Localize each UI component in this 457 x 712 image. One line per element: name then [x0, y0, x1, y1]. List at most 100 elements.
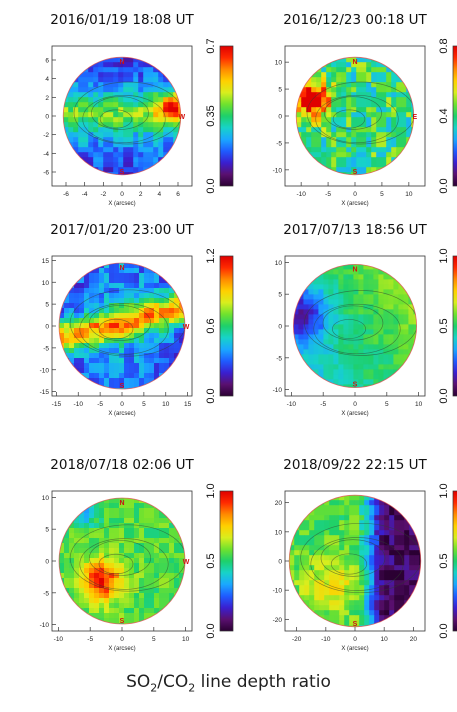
heatmap-cell — [98, 162, 104, 168]
heatmap-cell — [144, 533, 150, 539]
heatmap-cell — [319, 515, 325, 521]
heatmap-cell — [123, 92, 129, 98]
heatmap-cell — [143, 127, 149, 133]
heatmap-cell — [113, 62, 119, 68]
y-tick-label: 0 — [45, 559, 49, 566]
heatmap-cell — [326, 137, 332, 143]
heatmap-cell — [173, 107, 179, 113]
heatmap-cell — [159, 513, 165, 519]
heatmap-cell — [74, 608, 80, 614]
heatmap-cell — [93, 157, 99, 163]
heatmap-cell — [94, 368, 100, 374]
heatmap-cell — [158, 147, 164, 153]
cardinal-label-w: W — [178, 114, 185, 121]
heatmap-cell — [69, 603, 75, 609]
heatmap-cell — [356, 57, 362, 63]
y-tick-label: -10 — [273, 167, 283, 174]
heatmap-cell — [128, 162, 134, 168]
heatmap-cell — [164, 528, 170, 534]
heatmap-cell — [326, 102, 332, 108]
heatmap-cell — [299, 550, 305, 556]
heatmap-cell — [351, 97, 357, 103]
heatmap-cell — [63, 112, 69, 118]
heatmap-cell — [359, 565, 365, 571]
contour-line — [310, 537, 404, 591]
heatmap-cell — [129, 618, 135, 624]
heatmap-cell — [69, 333, 75, 339]
heatmap-cell — [336, 137, 342, 143]
heatmap-cell — [394, 585, 400, 591]
heatmap-cell — [351, 107, 357, 113]
heatmap-cell — [356, 72, 362, 78]
heatmap-cell — [168, 137, 174, 143]
heatmap-cell — [99, 343, 105, 349]
caption-sub-2: 2 — [188, 681, 196, 695]
heatmap-cell — [358, 324, 364, 330]
heatmap-cell — [149, 343, 155, 349]
heatmap-cell — [384, 600, 390, 606]
heatmap-cell — [149, 273, 155, 279]
heatmap-cell — [109, 583, 115, 589]
heatmap-cell — [318, 369, 324, 375]
heatmap-cell — [69, 543, 75, 549]
x-tick-label: -20 — [292, 636, 302, 643]
heatmap-cell — [409, 595, 415, 601]
heatmap-cell — [119, 618, 125, 624]
heatmap-cell — [134, 283, 140, 289]
heatmap-cell — [361, 102, 367, 108]
heatmap-cell — [334, 590, 340, 596]
heatmap-cell — [133, 57, 139, 63]
heatmap-cell — [328, 284, 334, 290]
heatmap-cell — [378, 299, 384, 305]
heatmap-cell — [311, 132, 317, 138]
heatmap-cell — [308, 339, 314, 345]
heatmap-cell — [339, 535, 345, 541]
heatmap-cell — [344, 580, 350, 586]
heatmap-cell — [409, 555, 415, 561]
heatmap-cell — [98, 152, 104, 158]
heatmap-cell — [159, 518, 165, 524]
heatmap-cell — [361, 127, 367, 133]
heatmap-cell — [154, 303, 160, 309]
heatmap-cell — [374, 595, 380, 601]
contour-line — [69, 289, 185, 357]
heatmap-cell — [311, 87, 317, 93]
heatmap-cell — [351, 102, 357, 108]
heatmap-cell — [124, 378, 130, 384]
heatmap-cell — [84, 593, 90, 599]
heatmap-cell — [299, 535, 305, 541]
heatmap-cell — [301, 122, 307, 128]
heatmap-cell — [184, 323, 185, 329]
heatmap-cell — [88, 117, 94, 123]
heatmap-cell — [118, 87, 124, 93]
heatmap-cell — [119, 283, 125, 289]
heatmap-cell — [326, 162, 332, 168]
heatmap-cell — [134, 263, 140, 269]
heatmap-cell — [349, 625, 355, 627]
heatmap-cell — [139, 353, 145, 359]
heatmap-cell — [363, 264, 369, 270]
heatmap-cell — [88, 92, 94, 98]
heatmap-cell — [334, 520, 340, 526]
heatmap-cell — [344, 525, 350, 531]
heatmap-cell — [393, 294, 399, 300]
heatmap-cell — [304, 535, 310, 541]
heatmap-cell — [84, 328, 90, 334]
heatmap-cell — [63, 117, 69, 123]
heatmap-cell — [384, 515, 390, 521]
heatmap-cell — [134, 288, 140, 294]
heatmap-cell — [93, 72, 99, 78]
heatmap-cell — [133, 162, 139, 168]
heatmap-cell — [133, 137, 139, 143]
heatmap-cell — [349, 525, 355, 531]
heatmap-cell — [109, 588, 115, 594]
heatmap-cell — [318, 364, 324, 370]
heatmap-cell — [143, 82, 149, 88]
heatmap-cell — [148, 127, 154, 133]
y-tick-label: 5 — [278, 87, 282, 94]
heatmap-cell — [306, 127, 312, 133]
heatmap-cell — [143, 107, 149, 113]
heatmap-cell — [164, 283, 170, 289]
